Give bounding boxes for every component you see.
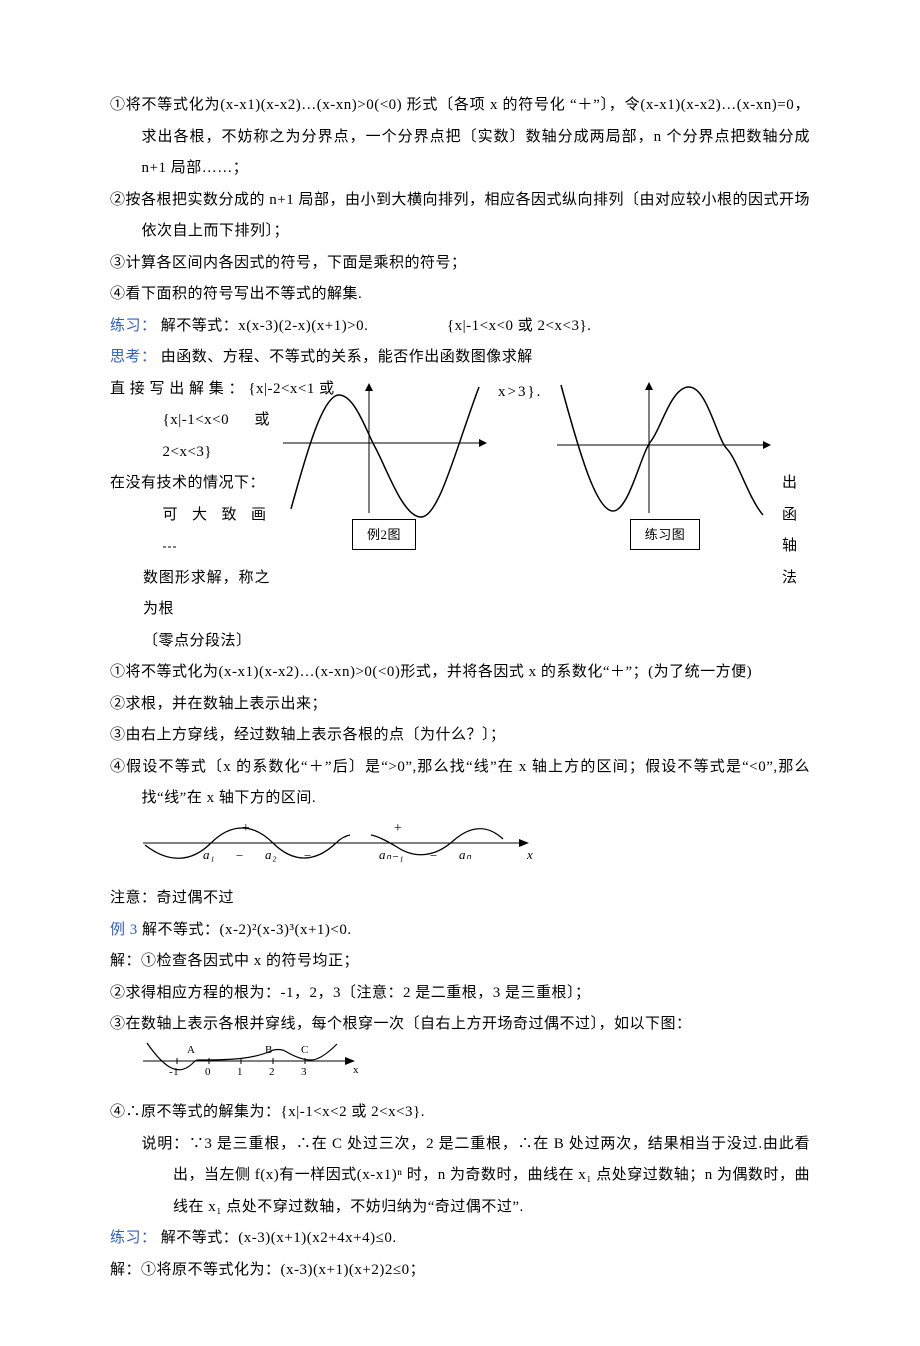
practice-2-label: 练习： — [110, 1230, 157, 1246]
practice-2-body: 解不等式：(x-3)(x+1)(x2+4x+4)≤0. — [161, 1230, 397, 1246]
svg-text:+: + — [241, 821, 251, 836]
svg-text:0: 0 — [205, 1066, 211, 1078]
practice-1: 练习： 解不等式：x(x-3)(2-x)(x+1)>0. {x|-1<x<0 或… — [110, 311, 810, 343]
practice-1-label: 练习： — [110, 318, 157, 334]
figure2-caption: 练习图 — [645, 527, 686, 542]
svg-text:x: x — [526, 847, 533, 862]
list2-item3: ③由右上方穿线，经过数轴上表示各根的点〔为什么？〕； — [110, 720, 810, 752]
svg-text:+: + — [393, 821, 403, 836]
think-body: 由函数、方程、不等式的关系，能否作出函数图像求解 — [161, 349, 533, 365]
note-odd-even: 注意：奇过偶不过 — [110, 883, 810, 915]
wrap-b: {x|-1<x<0 或 2<x<3} — [110, 405, 270, 468]
wrap-a-right: x>3}. — [498, 377, 548, 409]
wrap-c: 在没有技术的情况下： — [110, 468, 270, 500]
practice-1-answer: {x|-1<x<0 或 2<x<3}. — [447, 318, 592, 334]
svg-text:2: 2 — [269, 1066, 275, 1078]
svg-text:3: 3 — [301, 1066, 307, 1078]
list2-item2: ②求根，并在数轴上表示出来； — [110, 689, 810, 721]
wrap-f: 〔零点分段法〕 — [110, 626, 270, 658]
wave-diagram: + + − − − a₁ a₂ aₙ₋₁ aₙ x — [143, 815, 810, 884]
list2-item4: ④假设不等式〔x 的系数化“＋”后〕是“>0”,那么找“线”在 x 轴上方的区间… — [110, 752, 810, 815]
practice-1-body: 解不等式：x(x-3)(2-x)(x+1)>0. — [161, 318, 369, 334]
svg-text:B: B — [265, 1044, 273, 1056]
list2-item1: ①将不等式化为(x-x1)(x-x2)…(x-xn)>0(<0)形式，并将各因式… — [110, 657, 810, 689]
e3-step1: 解：①检查各因式中 x 的符号均正； — [110, 946, 810, 978]
list1-item2: ②按各根把实数分成的 n+1 局部，由小到大横向排列，相应各因式纵向排列〔由对应… — [110, 185, 810, 248]
wrap-e-left: 数图形求解，称之为根 — [110, 563, 270, 626]
curve-left-icon — [279, 381, 489, 521]
example-3: 例 3 解不等式：(x-2)²(x-3)³(x+1)<0. — [110, 915, 810, 947]
svg-text:−: − — [429, 848, 438, 863]
practice-2: 练习： 解不等式：(x-3)(x+1)(x2+4x+4)≤0. — [110, 1223, 810, 1255]
svg-text:A: A — [187, 1044, 195, 1056]
wrap-d-left: 可 大 致 画 — [110, 500, 270, 563]
example-3-body: 解不等式：(x-2)²(x-3)³(x+1)<0. — [142, 922, 352, 938]
wrap-e-right: 轴 法 — [782, 531, 830, 594]
list1-item4: ④看下面积的符号写出不等式的解集. — [110, 279, 810, 311]
figure-example2: 例2图 — [278, 381, 490, 565]
list1-item3: ③计算各区间内各因式的符号，下面是乘积的符号； — [110, 248, 810, 280]
svg-text:x: x — [353, 1064, 359, 1076]
practice-2-sol: 解：①将原不等式化为：(x-3)(x+1)(x+2)2≤0； — [110, 1255, 810, 1287]
svg-text:-1: -1 — [169, 1066, 179, 1078]
svg-text:a₁: a₁ — [203, 847, 215, 862]
svg-text:C: C — [301, 1044, 309, 1056]
e3-step2: ②求得相应方程的根为：-1，2，3〔注意：2 是二重根，3 是三重根〕； — [110, 978, 810, 1010]
example3-diagram: A B C -1 0 1 2 3 x — [143, 1041, 810, 1098]
wrap-d-right2: 出 函 — [782, 468, 830, 531]
svg-text:aₙ₋₁: aₙ₋₁ — [379, 847, 404, 862]
e3-step3: ③在数轴上表示各根并穿线，每个根穿一次〔自右上方开场奇过偶不过〕，如以下图： — [110, 1009, 810, 1041]
list1-item1: ①将不等式化为(x-x1)(x-x2)…(x-xn)>0(<0) 形式〔各项 x… — [110, 90, 810, 185]
curve-right-icon — [557, 381, 773, 521]
svg-text:−: − — [303, 848, 312, 863]
explanation: 说明：∵3 是三重根，∴在 C 处过三次，2 是二重根，∴在 B 处过两次，结果… — [110, 1129, 810, 1224]
think-label: 思考： — [110, 349, 157, 365]
figure-practice: 练习图 — [556, 381, 774, 565]
svg-text:aₙ: aₙ — [459, 847, 472, 862]
example-3-label: 例 3 — [110, 922, 142, 938]
svg-text:1: 1 — [237, 1066, 243, 1078]
svg-text:−: − — [235, 848, 244, 863]
e3-step4: ④∴原不等式的解集为：{x|-1<x<2 或 2<x<3}. — [110, 1097, 810, 1129]
figure1-caption: 例2图 — [367, 527, 401, 542]
svg-text:a₂: a₂ — [265, 847, 277, 862]
think-line: 思考： 由函数、方程、不等式的关系，能否作出函数图像求解 — [110, 342, 810, 374]
